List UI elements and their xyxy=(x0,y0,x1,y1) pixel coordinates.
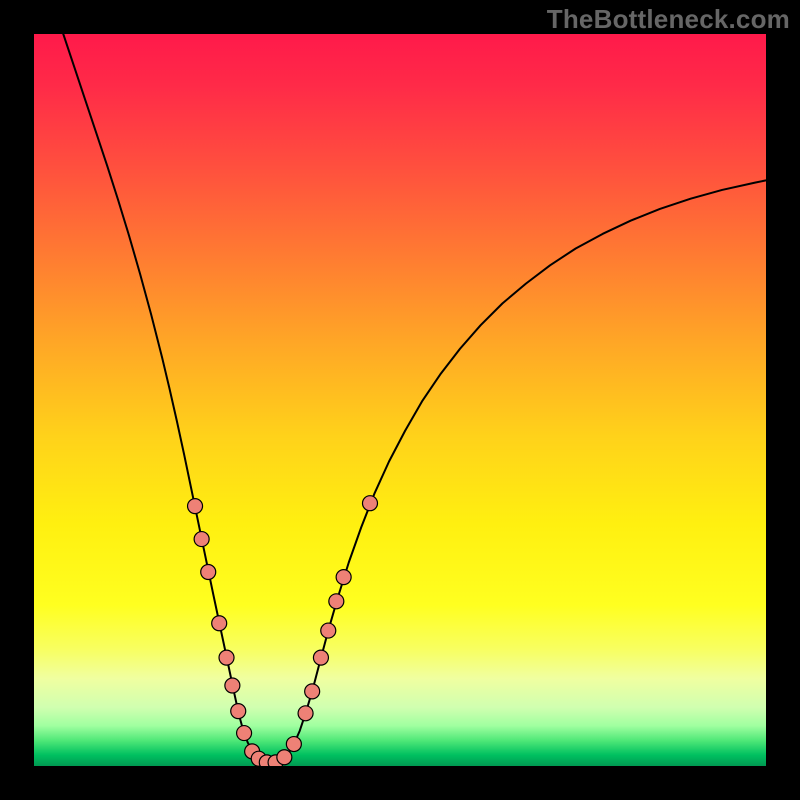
plot-svg xyxy=(34,34,766,766)
chart-canvas: TheBottleneck.com xyxy=(0,0,800,800)
data-marker xyxy=(329,594,344,609)
data-marker xyxy=(212,616,227,631)
data-marker xyxy=(237,726,252,741)
data-marker xyxy=(286,737,301,752)
data-marker xyxy=(336,570,351,585)
plot-area xyxy=(34,34,766,766)
data-marker xyxy=(298,706,313,721)
watermark-text: TheBottleneck.com xyxy=(547,4,790,35)
data-marker xyxy=(313,650,328,665)
data-marker xyxy=(225,678,240,693)
data-marker xyxy=(194,532,209,547)
data-marker xyxy=(219,650,234,665)
data-marker xyxy=(231,704,246,719)
data-marker xyxy=(321,623,336,638)
data-marker xyxy=(188,499,203,514)
data-marker xyxy=(362,496,377,511)
data-marker xyxy=(305,684,320,699)
gradient-background xyxy=(34,34,766,766)
data-marker xyxy=(277,750,292,765)
data-marker xyxy=(201,565,216,580)
